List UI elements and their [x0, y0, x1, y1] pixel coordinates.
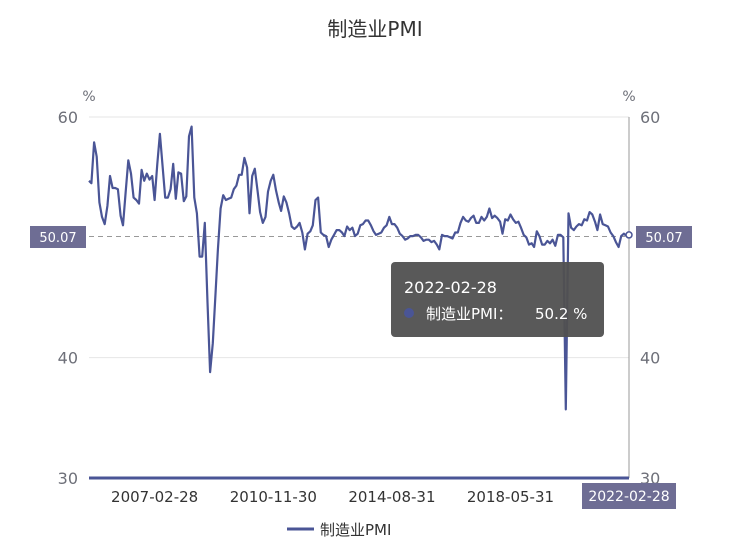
x-axis-ticks: 2007-02-28 2010-11-30 2014-08-31 2018-05-31 — [111, 488, 554, 506]
x-tick-label: 2018-05-31 — [467, 488, 554, 506]
x-tick-label: 2014-08-31 — [348, 488, 435, 506]
y-tick-label-left: 60 — [58, 108, 78, 127]
average-tag-right: 50.07 — [636, 226, 692, 248]
tooltip-date: 2022-02-28 — [404, 278, 497, 297]
x-pointer-tag-text: 2022-02-28 — [588, 489, 669, 505]
x-tick-label: 2007-02-28 — [111, 488, 198, 506]
average-tag-left-text: 50.07 — [39, 231, 76, 246]
tooltip-series-label: 制造业PMI： — [426, 305, 512, 323]
series-line-pmi[interactable] — [88, 125, 630, 411]
average-tag-left: 50.07 — [30, 226, 86, 248]
chart-title: 制造业PMI — [327, 17, 422, 41]
y-tick-label-left: 30 — [58, 469, 78, 488]
legend-label: 制造业PMI — [320, 521, 391, 539]
average-tag-right-text: 50.07 — [645, 231, 682, 246]
grid-lines — [89, 116, 629, 359]
tooltip-series-marker — [404, 308, 414, 318]
y-tick-label-right: 40 — [640, 349, 660, 368]
tooltip-value: 50.2 % — [535, 305, 587, 323]
left-y-axis-ticks: 30 40 60 — [58, 108, 78, 488]
y-tick-label-left: 40 — [58, 349, 78, 368]
y-tick-label-right: 60 — [640, 108, 660, 127]
right-y-unit: % — [622, 89, 635, 105]
legend[interactable]: 制造业PMI — [287, 521, 391, 539]
last-data-point[interactable] — [625, 231, 633, 239]
tooltip: 2022-02-28 制造业PMI： 50.2 % — [391, 262, 604, 337]
x-pointer-tag: 2022-02-28 — [582, 483, 676, 509]
x-tick-label: 2010-11-30 — [230, 488, 317, 506]
left-y-unit: % — [82, 89, 95, 105]
